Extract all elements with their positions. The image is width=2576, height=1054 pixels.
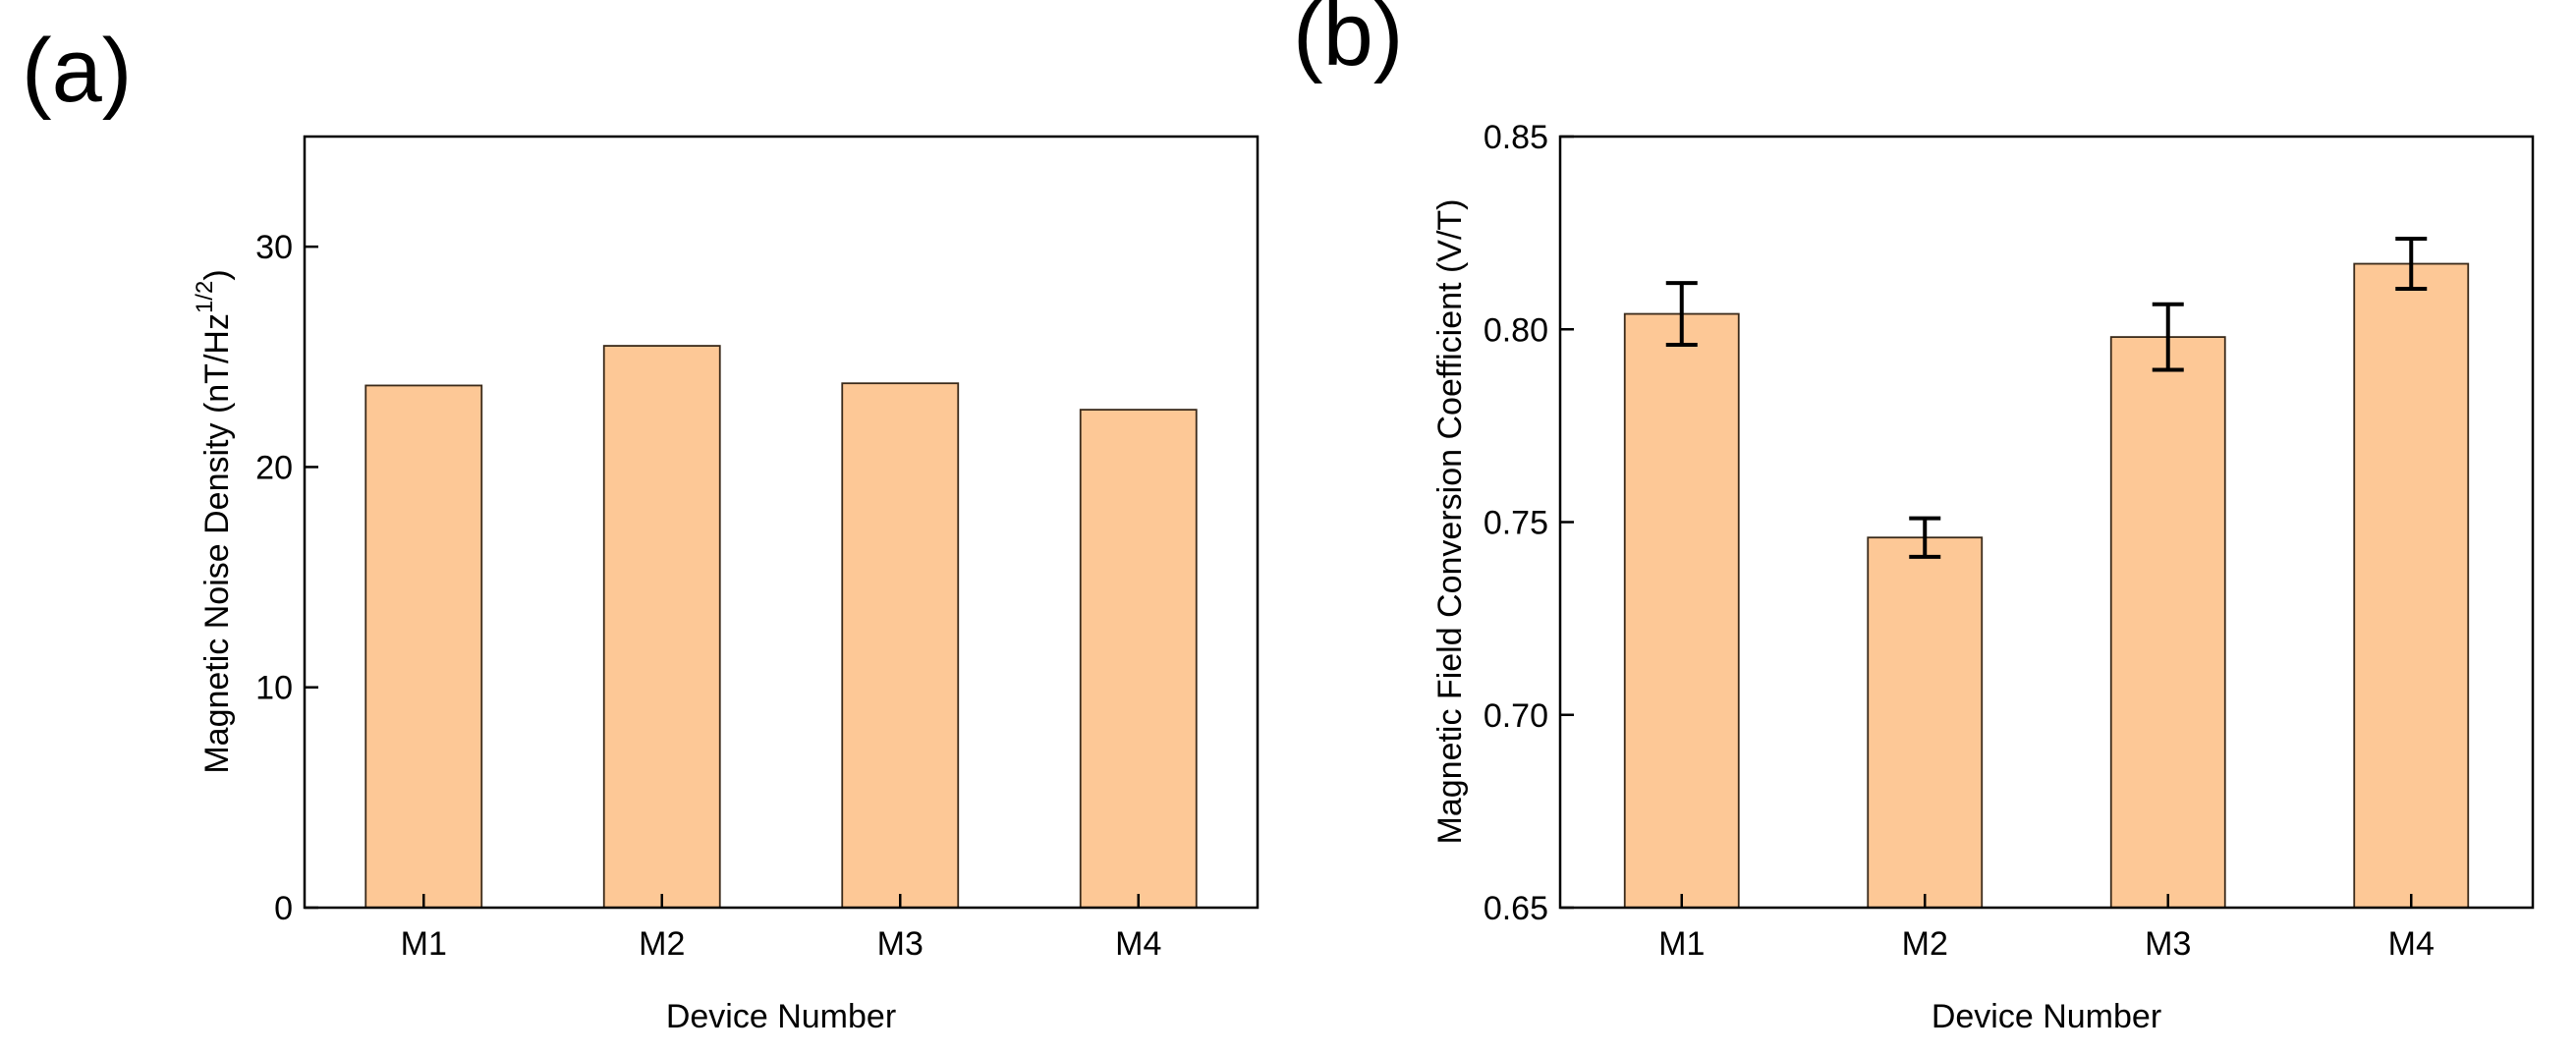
chart-b-y-axis-title: Magnetic Field Conversion Coefficient (V… bbox=[1431, 199, 1469, 845]
chart-b-y-tick-label: 0.70 bbox=[1484, 697, 1548, 735]
chart-b-x-tick-label-m4: M4 bbox=[2388, 925, 2435, 963]
chart-a-y-axis-title-sup: 1/2 bbox=[192, 281, 218, 313]
chart-a-y-tick-label: 0 bbox=[274, 890, 293, 927]
chart-b-y-tick-label: 0.80 bbox=[1484, 311, 1548, 349]
chart-a-y-axis-title: Magnetic Noise Density (nT/Hz1/2) bbox=[192, 269, 236, 773]
chart-b: 0.65 0.70 0.75 0.80 0.85 M1 M2 M3 M4 Device Num… bbox=[1431, 119, 2535, 1035]
chart-a-y-tick-label: 20 bbox=[255, 449, 293, 486]
chart-a-y-axis: 0 10 20 30 bbox=[255, 229, 318, 927]
chart-a-bar-m4 bbox=[1079, 409, 1198, 909]
chart-a-frame bbox=[303, 135, 1260, 910]
chart-b-x-tick-label-m1: M1 bbox=[1658, 925, 1705, 963]
panel-a-label: (a) bbox=[22, 21, 132, 121]
chart-a-y-axis-title-main: Magnetic Noise Density (nT/Hz bbox=[198, 313, 236, 774]
chart-a-y-tick-label: 30 bbox=[255, 229, 293, 266]
chart-b-y-tick-label: 0.75 bbox=[1484, 505, 1548, 542]
chart-a-x-axis: M1 M2 M3 M4 bbox=[401, 894, 1161, 963]
chart-a-x-tick-label-m1: M1 bbox=[401, 925, 447, 963]
chart-a-bars bbox=[364, 345, 1198, 909]
chart-b-error-bar-m4 bbox=[2395, 237, 2428, 292]
chart-a-x-tick-label-m2: M2 bbox=[639, 925, 685, 963]
chart-b-x-tick-label-m3: M3 bbox=[2145, 925, 2191, 963]
chart-a-x-tick-label-m3: M3 bbox=[877, 925, 924, 963]
chart-a-y-tick-label: 10 bbox=[255, 670, 293, 707]
chart-a-bar-m2 bbox=[602, 345, 721, 909]
panel-b-label: (b) bbox=[1293, 0, 1403, 84]
chart-b-error-bar-m2 bbox=[1909, 516, 1941, 559]
chart-a: 0 10 20 30 M1 M2 M3 M4 Device Number Magnetic … bbox=[192, 135, 1260, 1035]
chart-a-x-tick-label-m4: M4 bbox=[1115, 925, 1161, 963]
chart-b-y-axis: 0.65 0.70 0.75 0.80 0.85 bbox=[1484, 119, 1574, 927]
chart-a-bar-m3 bbox=[841, 382, 960, 909]
chart-b-error-bar-m3 bbox=[2152, 302, 2184, 372]
chart-b-x-axis: M1 M2 M3 M4 bbox=[1658, 894, 2435, 963]
chart-b-bar-m1 bbox=[1623, 312, 1740, 909]
chart-a-x-axis-title: Device Number bbox=[666, 998, 896, 1035]
chart-b-bars bbox=[1623, 237, 2470, 909]
chart-b-x-axis-title: Device Number bbox=[1932, 998, 2161, 1035]
chart-b-bar-m4 bbox=[2353, 262, 2470, 909]
chart-b-y-tick-label: 0.85 bbox=[1484, 119, 1548, 156]
chart-b-y-tick-label: 0.65 bbox=[1484, 890, 1548, 927]
chart-a-bar-m1 bbox=[364, 384, 483, 909]
chart-b-bar-m2 bbox=[1867, 536, 1984, 909]
chart-b-bar-m3 bbox=[2109, 336, 2226, 909]
chart-b-x-tick-label-m2: M2 bbox=[1902, 925, 1948, 963]
chart-a-y-axis-title-end: ) bbox=[198, 269, 236, 280]
chart-b-error-bar-m1 bbox=[1665, 281, 1698, 347]
